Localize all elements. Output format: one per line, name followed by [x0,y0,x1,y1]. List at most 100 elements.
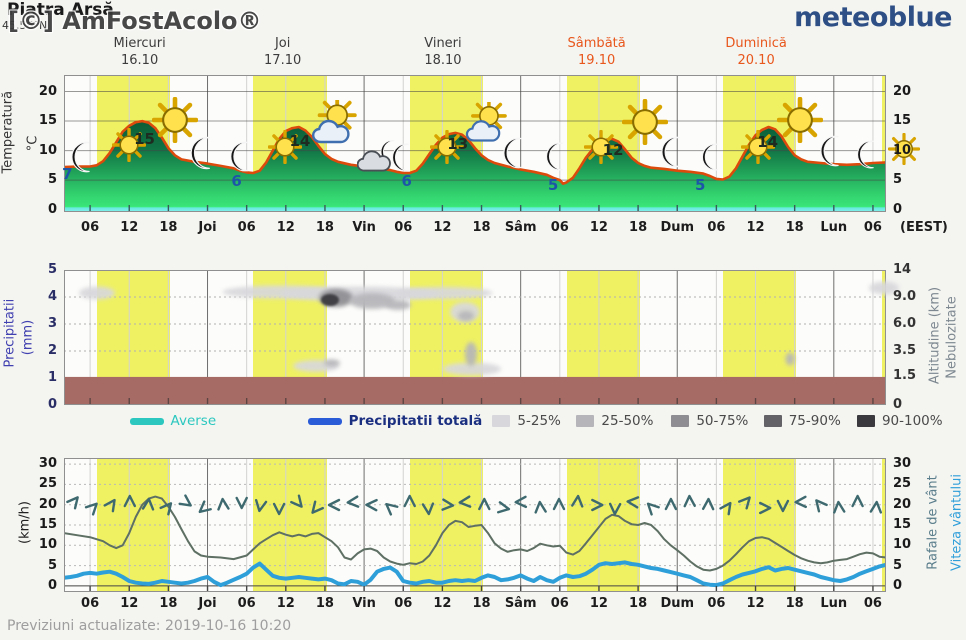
x-tick-label: Sâm [504,596,537,611]
cloud-blob [869,281,900,295]
legend-label: Averse [170,413,217,429]
y-tick-label: 5 [47,262,57,278]
y-tick-label: 30 [38,456,57,472]
cloud-blob [349,293,396,310]
day-date: 20.10 [737,52,775,68]
x-tick-label: 18 [785,596,804,611]
cloud-blob [785,352,795,366]
day-header-Vineri: Vineri 18.10 [424,36,461,70]
temp-max-label: 15 [134,129,155,148]
legend-swatch [763,415,782,427]
temp-max-label: 12 [602,140,624,159]
temp-axis-title: Temperatură [0,90,16,174]
x-tick-label: 06 [550,596,569,611]
x-tick-label: 12 [433,220,452,235]
x-tick-label: Vin [352,596,376,611]
x-tick-label: 12 [589,596,608,611]
day-date: 18.10 [424,52,462,68]
legend-cloud-25-50%: 25-50% [576,413,653,429]
x-tick-label: 06 [863,220,882,235]
x-tick-label: Dum [660,596,695,611]
altitude-tick-label: 0 [893,397,903,413]
y-tick-label: 0 [893,578,903,594]
wind-direction-barbs [66,494,883,516]
daylight-band [566,458,640,592]
daylight-band [881,270,886,405]
x-tick-label: 12 [120,596,139,611]
cloud-precipitation-chart: 0 1 2 3 4 5 0 1.5 3.5 6.0 9.0 14 [48,262,916,412]
x-tick-label: 18 [629,220,648,235]
x-tick-label: 12 [589,220,608,235]
temp-max-label: 13 [447,134,469,153]
legend-swatch [671,415,690,427]
x-tick-label: Dum [660,220,695,235]
cloud-blob [397,286,493,299]
legend-label: 75-90% [788,413,841,429]
cloud-blob [323,359,340,367]
x-tick-label: 18 [785,220,804,235]
y-tick-label: 0 [47,578,57,594]
y-tick-label: 15 [893,113,912,129]
y-tick-label: 25 [893,476,912,492]
forecast-updated-text: Previziuni actualizate: 2019-10-16 10:20 [7,618,292,634]
y-tick-label: 5 [47,557,57,573]
x-tick-label: Lun [820,596,848,611]
y-tick-label: 2 [47,343,57,359]
cloud-blob [464,341,477,366]
daylight-band [881,75,886,212]
x-tick-label: 12 [120,220,139,235]
y-tick-label: 15 [893,517,912,533]
precip-axis-title: Precipitatii [2,298,18,368]
day-header-row: Miercuri 16.10 Joi 17.10 Vineri 18.10 Sâmbătă 1… [64,36,886,72]
y-tick-label: 10 [38,537,57,553]
meteoblue-logo[interactable]: meteoblue [794,2,952,33]
x-tick-label: 12 [746,596,765,611]
watermark: [©] AmFostAcolo® [8,7,262,35]
day-name: Sâmbătă [567,36,626,51]
x-tick-label: 06 [81,596,100,611]
day-date: 19.10 [578,52,616,68]
x-tick-label: 06 [394,596,413,611]
precip-legend: Averse Precipitatii totală 5-25% 25-50% 50-7… [64,410,943,432]
x-tick-label: 06 [707,220,726,235]
location-coordinates: 45.56°N [2,19,48,32]
day-header-Joi: Joi 17.10 [264,36,301,70]
gust-axis-title: Rafale de vânt [925,475,941,570]
cloud-blob [384,300,411,311]
day-header-Miercuri: Miercuri 16.10 [113,36,165,70]
y-tick-label: 15 [38,517,57,533]
wind-chart: 0 0 5 5 10 10 15 15 20 20 25 25 30 30 [39,456,911,593]
y-tick-label: 25 [38,476,57,492]
x-tick-label: 12 [433,596,452,611]
y-tick-label: 5 [893,172,903,188]
y-tick-label: 4 [47,289,57,305]
temp-min-label: 5 [547,176,559,195]
speed-axis-title: Viteza vântului [949,474,965,571]
x-tick-label: 12 [276,596,295,611]
temp-max-label: 14 [289,132,311,151]
y-tick-label: 20 [893,83,912,99]
temp-min-label: 6 [231,171,242,190]
legend-label: 50-75% [696,413,749,429]
x-tick-label: 06 [550,220,569,235]
x-tick-label: 18 [315,596,334,611]
wind-x-axis: 06 12 18 Joi 06 12 18 Vin 06 12 18 Sâm 06 12 18 Dum 06 12… [64,596,886,616]
cloudiness-axis-title: Nebulozitate [944,296,960,379]
legend-averse: Averse [129,413,217,429]
x-tick-label: Joi [198,596,217,611]
x-tick-label: Lun [820,220,848,235]
daylight-band [881,458,886,592]
temp-min-label: 7 [62,165,73,184]
day-date: 17.10 [264,52,302,68]
day-name: Duminică [725,36,787,51]
y-tick-label: 30 [893,456,912,472]
y-tick-label: 20 [38,496,57,512]
legend-swatch [856,415,875,427]
day-date: 16.10 [120,52,159,68]
day-name: Vineri [424,36,462,51]
x-tick-label: 18 [472,220,491,235]
temp-min-label: 6 [401,171,412,190]
temp-max-label: 14 [757,133,779,152]
y-tick-label: 5 [47,172,57,188]
